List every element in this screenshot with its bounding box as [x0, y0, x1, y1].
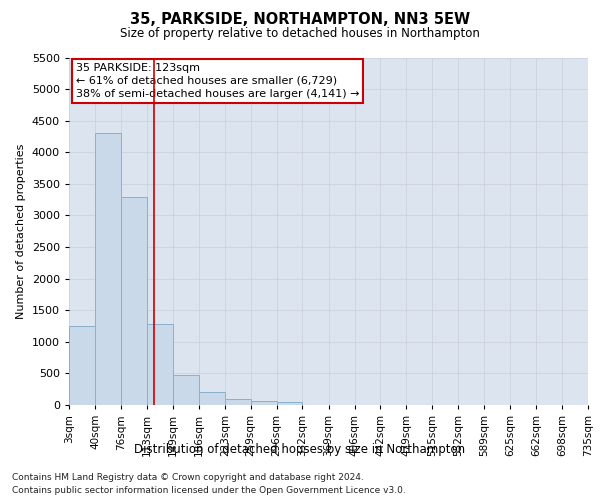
Bar — [277, 402, 302, 405]
Bar — [69, 326, 95, 405]
Text: Contains public sector information licensed under the Open Government Licence v3: Contains public sector information licen… — [12, 486, 406, 495]
Text: 35 PARKSIDE: 123sqm
← 61% of detached houses are smaller (6,729)
38% of semi-det: 35 PARKSIDE: 123sqm ← 61% of detached ho… — [76, 62, 359, 99]
Text: Contains HM Land Registry data © Crown copyright and database right 2024.: Contains HM Land Registry data © Crown c… — [12, 472, 364, 482]
Bar — [199, 392, 225, 405]
Y-axis label: Number of detached properties: Number of detached properties — [16, 144, 26, 319]
Text: Size of property relative to detached houses in Northampton: Size of property relative to detached ho… — [120, 28, 480, 40]
Text: Distribution of detached houses by size in Northampton: Distribution of detached houses by size … — [134, 442, 466, 456]
Bar — [95, 134, 121, 405]
Bar — [173, 374, 199, 405]
Bar — [147, 324, 173, 405]
Bar — [251, 401, 277, 405]
Bar — [225, 400, 251, 405]
Bar — [121, 196, 147, 405]
Text: 35, PARKSIDE, NORTHAMPTON, NN3 5EW: 35, PARKSIDE, NORTHAMPTON, NN3 5EW — [130, 12, 470, 28]
